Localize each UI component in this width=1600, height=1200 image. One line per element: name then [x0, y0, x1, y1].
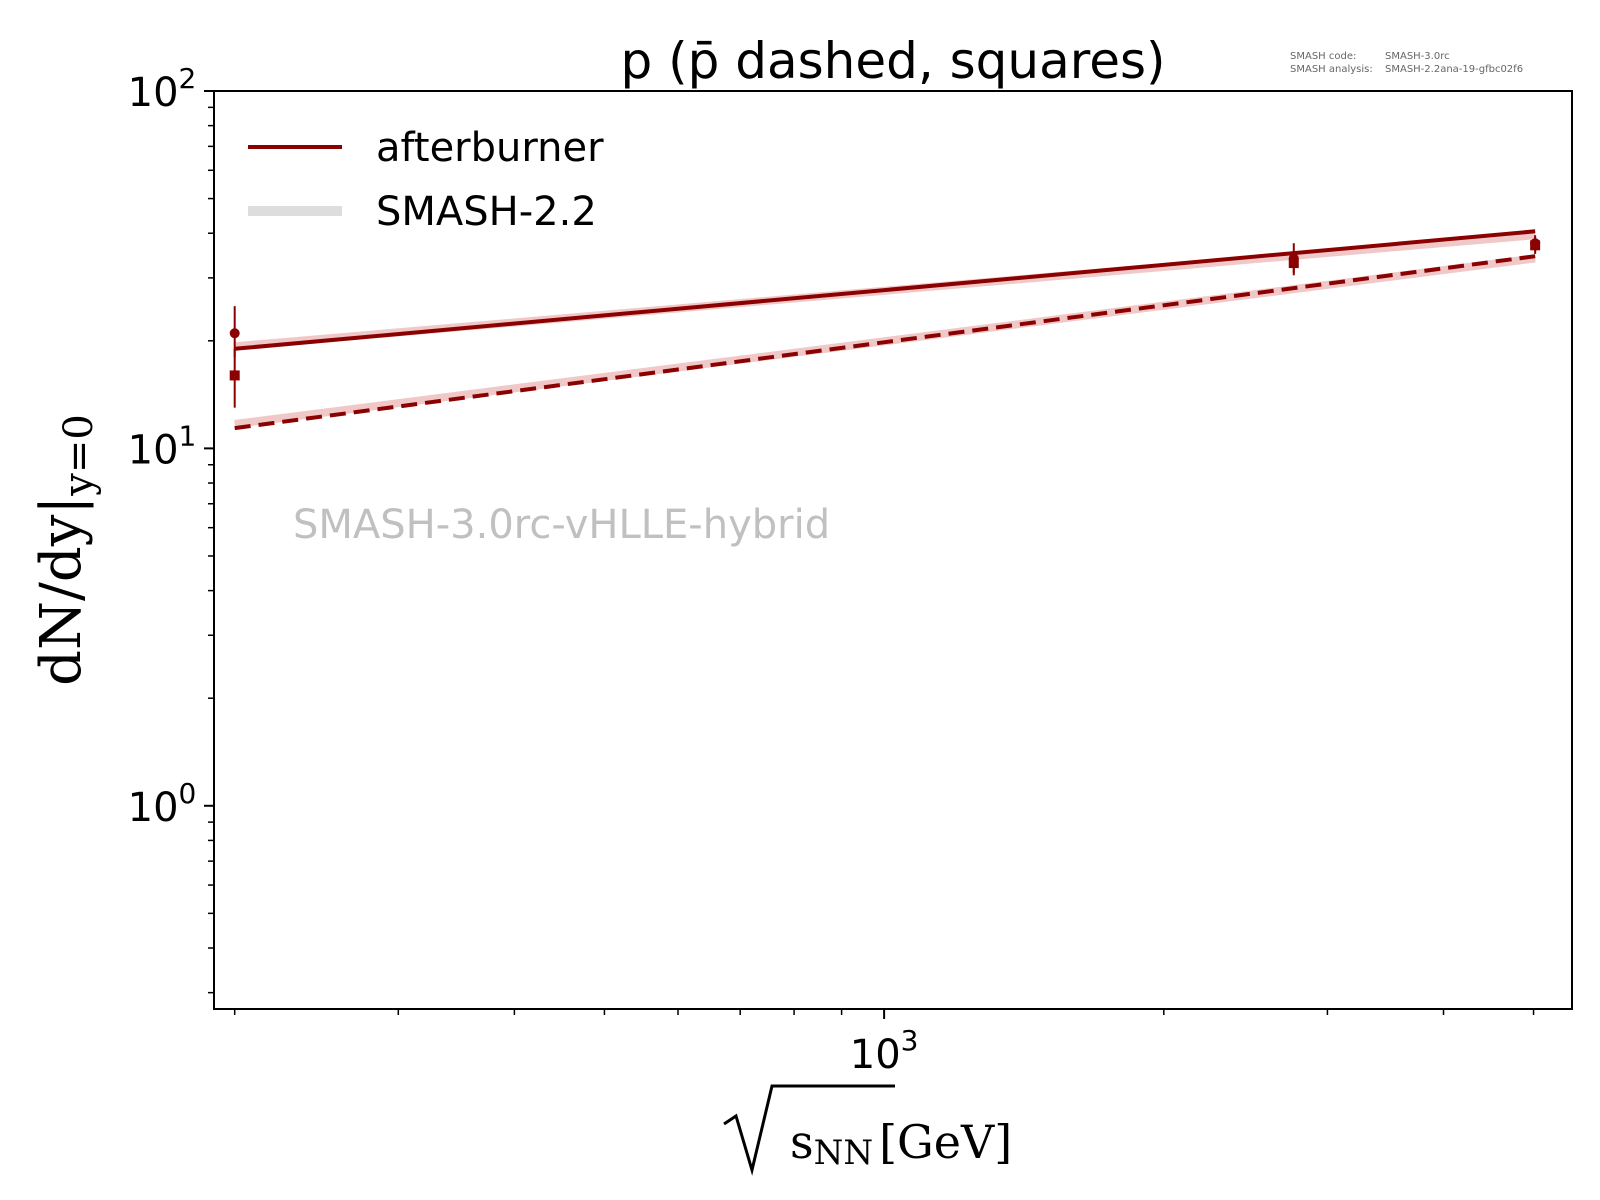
- y-axis-label: dN/dy|y=0: [29, 414, 102, 686]
- version-analysis-label: SMASH analysis:: [1290, 64, 1373, 75]
- data-point-square-5: [1530, 240, 1541, 251]
- version-info: SMASH code: SMASH-3.0rc SMASH analysis: …: [1290, 51, 1523, 75]
- plot-frame: [213, 90, 1573, 1010]
- x-axis: 103: [233, 1009, 1535, 1078]
- legend-label-0: afterburner: [376, 125, 604, 171]
- data-point-square-1: [229, 370, 240, 381]
- y-axis: 100 101 102: [128, 62, 214, 994]
- x-axis-label-text: sNN [GeV]: [790, 1115, 1012, 1173]
- plot-area: [229, 229, 1541, 431]
- version-analysis-value: SMASH-2.2ana-19-gfbc02f6: [1385, 64, 1523, 75]
- y-tick-label: 100: [128, 777, 197, 831]
- series-line-solid: [234, 229, 1536, 351]
- data-point-square-3: [1288, 258, 1299, 269]
- x-tick-label: 103: [850, 1024, 919, 1078]
- x-axis-label: sNN [GeV]: [723, 1084, 1012, 1176]
- series-line-dashed: [234, 254, 1536, 431]
- watermark: SMASH-3.0rc-vHLLE-hybrid: [293, 502, 830, 548]
- chart-title: p (p̄ dashed, squares): [620, 32, 1165, 90]
- y-tick-label: 101: [128, 419, 197, 473]
- version-code-value: SMASH-3.0rc: [1385, 51, 1450, 62]
- y-tick-label: 102: [128, 62, 197, 116]
- data-point-circle-0: [229, 328, 240, 339]
- version-code-label: SMASH code:: [1290, 51, 1356, 62]
- legend: afterburner SMASH-2.2: [248, 125, 604, 235]
- sqrt-sign-icon: [723, 1084, 895, 1176]
- legend-label-1: SMASH-2.2: [376, 189, 597, 235]
